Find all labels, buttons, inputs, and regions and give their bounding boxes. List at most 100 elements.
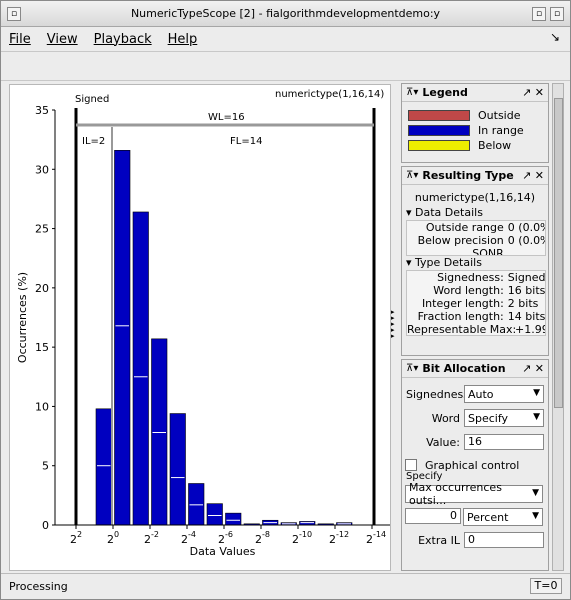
histogram-bar xyxy=(151,338,168,526)
window-menu-icon[interactable]: ▫ xyxy=(7,7,21,21)
x-tick-label: 2 xyxy=(292,533,299,546)
y-tick-label: 0 xyxy=(42,519,49,532)
type-details-row: Signedness: Signed xyxy=(437,271,545,284)
histogram-bar xyxy=(132,211,149,526)
time-indicator: T=0 xyxy=(530,578,562,594)
histogram-bar xyxy=(299,521,316,526)
signedness-select[interactable]: Auto ▼ xyxy=(464,385,544,403)
specify-label: Specify xyxy=(406,471,443,482)
chevron-down-icon: ▼ xyxy=(533,388,540,398)
undock-close-icon[interactable]: ↗ ✕ xyxy=(522,362,544,375)
legend-swatch-in-range xyxy=(408,125,470,136)
type-details-row: Word length: 16 bits xyxy=(433,284,545,297)
x-tick-label: 2 xyxy=(329,533,336,546)
histogram-bar xyxy=(114,150,131,526)
x-tick-label: 2 xyxy=(218,533,225,546)
menu-help[interactable]: Help xyxy=(167,31,198,47)
occurrences-input[interactable]: 0 xyxy=(405,508,461,524)
word-select[interactable]: Specify ▼ xyxy=(464,409,544,427)
x-tick-exponent: -10 xyxy=(299,530,312,539)
fraction-length-label: FL=14 xyxy=(230,136,262,147)
y-tick-label: 5 xyxy=(42,460,49,473)
menu-file[interactable]: File xyxy=(9,31,31,47)
type-details-row: Representable Max:+1.999 xyxy=(407,323,545,336)
toolbar xyxy=(1,51,570,81)
menu-view[interactable]: View xyxy=(46,31,78,47)
signed-label: Signed xyxy=(75,94,109,105)
x-tick-label: 2 xyxy=(181,533,188,546)
legend-swatch-below xyxy=(408,140,470,151)
integer-length-label: IL=2 xyxy=(82,136,105,147)
panel-collapse-arrows[interactable]: ▸ ▸ ▸ ▸ ▸ xyxy=(391,308,395,340)
x-tick-exponent: -12 xyxy=(336,530,349,539)
max-occurrences-select[interactable]: Max occurrences outsi... ▼ xyxy=(405,481,543,507)
histogram-bar xyxy=(169,413,186,526)
menu-bar: File View Playback Help xyxy=(1,27,570,51)
legend-panel: ⊼▾ Legend ↗ ✕ Outside In range Below xyxy=(401,83,549,163)
graphical-control-checkbox[interactable] xyxy=(405,459,417,471)
dock-arrow-icon[interactable]: ↘ xyxy=(549,30,560,44)
chevron-down-icon: ▼ xyxy=(532,511,539,521)
status-text: Processing xyxy=(9,580,68,593)
pin-icon[interactable]: ⊼▾ xyxy=(406,363,419,374)
histogram-bar xyxy=(95,408,112,526)
undock-close-icon[interactable]: ↗ ✕ xyxy=(522,86,544,99)
y-tick-label: 25 xyxy=(35,223,49,236)
x-tick-exponent: -8 xyxy=(262,530,270,539)
right-panel: ⊼▾ Legend ↗ ✕ Outside In range Below ⊼▾ … xyxy=(401,83,551,571)
menu-playback[interactable]: Playback xyxy=(93,31,152,47)
histogram-bar xyxy=(206,503,223,526)
type-details-row: Integer length: 2 bits xyxy=(421,297,539,310)
legend-swatch-outside xyxy=(408,110,470,121)
x-tick-exponent: -14 xyxy=(373,530,386,539)
data-details-row: SQNR xyxy=(472,247,504,256)
legend-item-outside: Outside xyxy=(402,108,548,123)
legend-item-in-range: In range xyxy=(402,123,548,138)
type-details-toggle[interactable]: ▾ Type Details xyxy=(406,256,482,269)
extra-il-input[interactable]: 0 xyxy=(464,532,544,548)
histogram-plot: Signed numerictype(1,16,14) WL=16 IL=2 F… xyxy=(9,84,391,571)
y-axis-label: Occurrences (%) xyxy=(16,272,29,363)
histogram-bar xyxy=(225,512,242,526)
status-bar: Processing T=0 xyxy=(1,573,570,599)
right-panel-scrollbar[interactable] xyxy=(552,83,564,571)
chevron-down-icon: ▼ xyxy=(532,488,539,498)
x-tick-exponent: 2 xyxy=(77,530,82,539)
x-tick-exponent: -2 xyxy=(151,530,159,539)
data-details-toggle[interactable]: ▾ Data Details xyxy=(406,206,483,219)
x-tick-label: 2 xyxy=(70,533,77,546)
bit-allocation-header: ⊼▾ Bit Allocation ↗ ✕ xyxy=(402,360,548,378)
resulting-type-panel: ⊼▾ Resulting Type ↗ ✕ numerictype(1,16,1… xyxy=(401,166,549,356)
histogram-svg: Signed numerictype(1,16,14) WL=16 IL=2 F… xyxy=(16,89,390,558)
maximize-icon[interactable]: ▫ xyxy=(550,7,564,21)
x-axis-label: Data Values xyxy=(190,545,256,558)
window-title: NumericTypeScope [2] - fialgorithmdevelo… xyxy=(130,7,441,20)
scrollbar-thumb[interactable] xyxy=(554,98,563,408)
x-tick-exponent: 0 xyxy=(114,530,119,539)
minimize-icon[interactable]: ▫ xyxy=(532,7,546,21)
resulting-type-string: numerictype(1,16,14) xyxy=(414,191,536,204)
x-tick-label: 2 xyxy=(144,533,151,546)
histogram-bar xyxy=(188,483,205,526)
y-tick-label: 15 xyxy=(35,341,49,354)
x-tick-exponent: -4 xyxy=(188,530,196,539)
undock-close-icon[interactable]: ↗ ✕ xyxy=(522,169,544,182)
pin-icon[interactable]: ⊼▾ xyxy=(406,170,419,181)
bit-allocation-panel: ⊼▾ Bit Allocation ↗ ✕ Signedness Auto ▼ W… xyxy=(401,359,549,571)
y-tick-label: 30 xyxy=(35,163,49,176)
y-tick-label: 20 xyxy=(35,282,49,295)
wordlength-label: WL=16 xyxy=(208,112,245,123)
resulting-type-header: ⊼▾ Resulting Type ↗ ✕ xyxy=(402,167,548,185)
word-value-input[interactable]: 16 xyxy=(464,434,544,450)
x-tick-label: 2 xyxy=(255,533,262,546)
type-details-row: Fraction length: 14 bits xyxy=(417,310,545,323)
pin-icon[interactable]: ⊼▾ xyxy=(406,87,419,98)
legend-item-below: Below xyxy=(402,138,548,153)
type-details-box: Signedness: Signed Word length: 16 bits In… xyxy=(406,270,546,336)
x-tick-exponent: -6 xyxy=(225,530,233,539)
percent-select[interactable]: Percent ▼ xyxy=(463,508,543,526)
